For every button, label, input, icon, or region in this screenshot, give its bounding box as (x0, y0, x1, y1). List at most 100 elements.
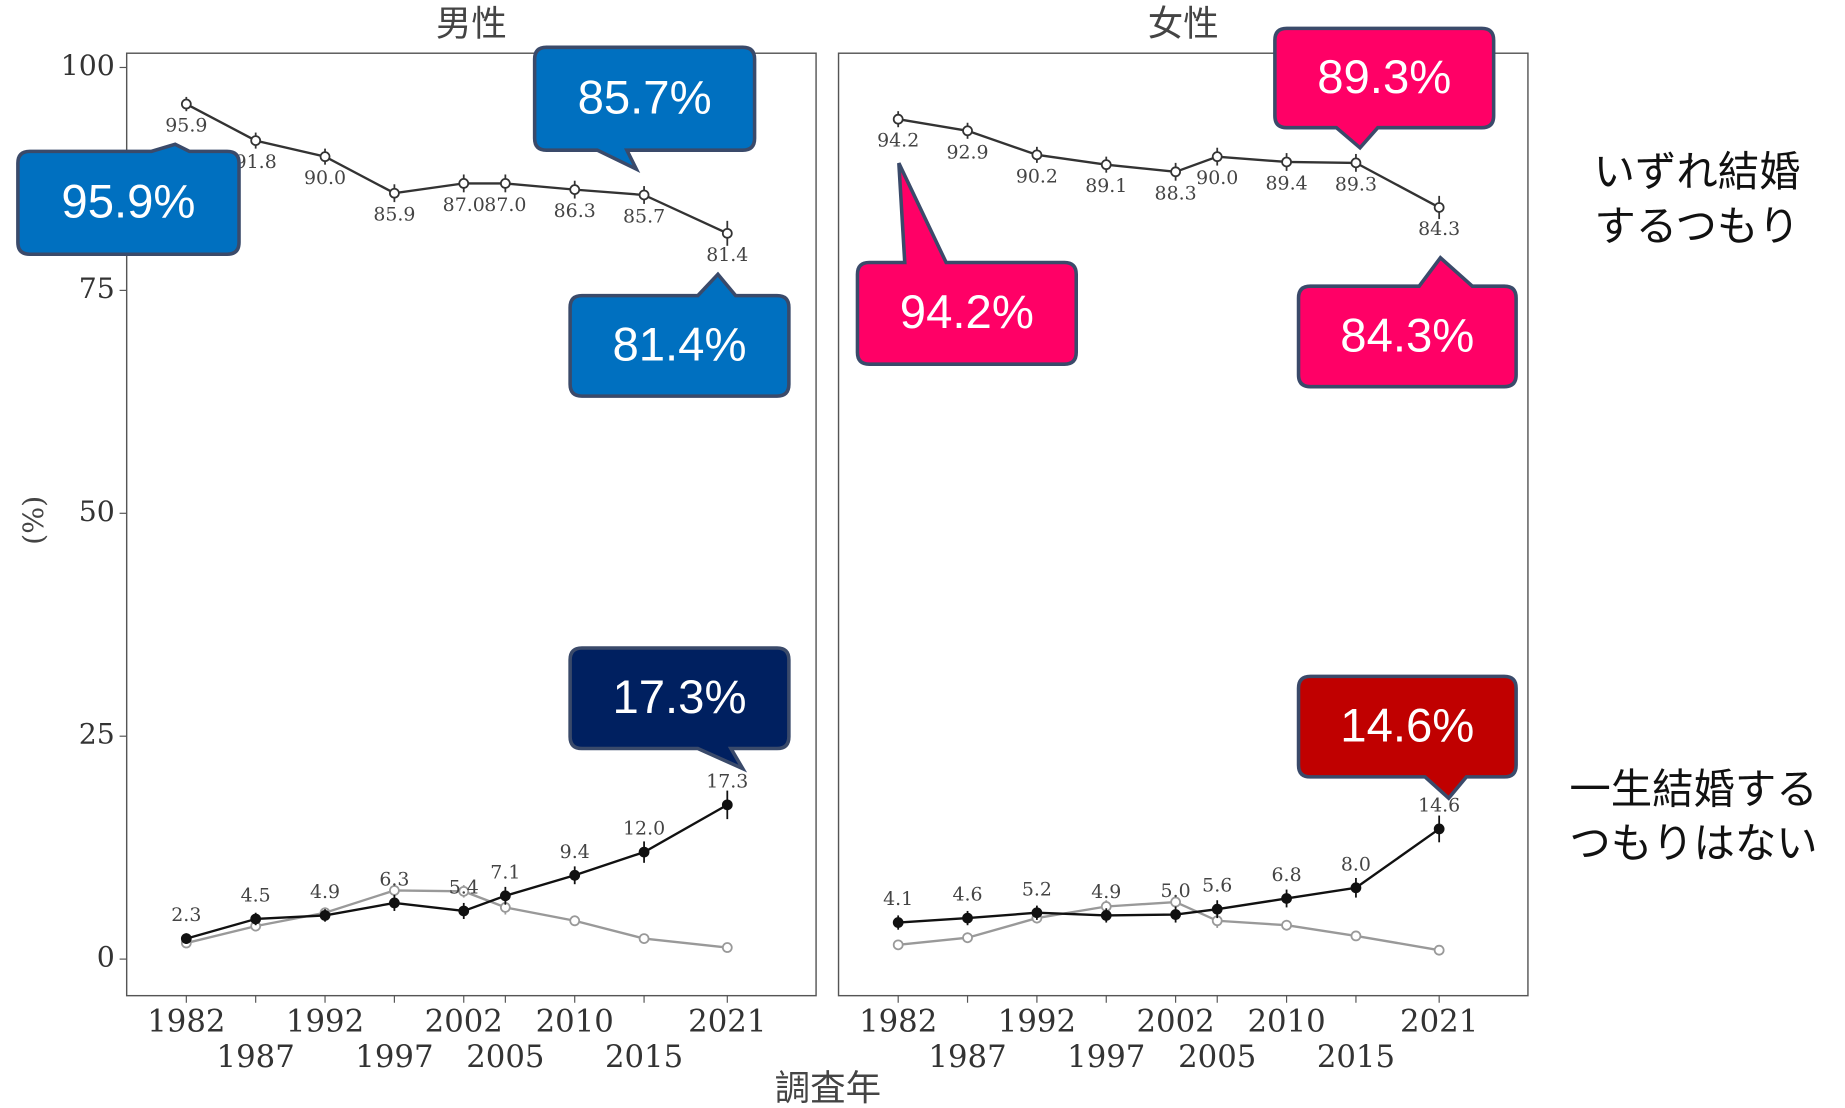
point (638, 189, 650, 201)
data-label: 9.4 (560, 841, 590, 863)
point (180, 98, 192, 110)
data-label: 87.0 (484, 194, 526, 216)
data-label: 6.8 (1272, 864, 1302, 886)
point (1170, 909, 1181, 920)
point (499, 890, 511, 902)
point (962, 932, 973, 944)
point (1433, 944, 1445, 956)
point (892, 939, 904, 951)
point (1211, 903, 1223, 915)
data-label: 14.6 (1418, 794, 1460, 816)
x-axis-label: 調査年 (775, 1068, 881, 1108)
point (721, 799, 733, 811)
x-tick-label: 1982 (859, 1003, 937, 1039)
callout-label: 95.9% (61, 176, 195, 229)
x-tick-label: 1987 (928, 1039, 1006, 1075)
callout-label: 85.7% (578, 72, 712, 125)
data-label: 5.0 (1161, 880, 1191, 902)
data-label: 12.0 (623, 818, 665, 840)
series-line (898, 827, 1440, 924)
y-tick-label: 100 (61, 49, 115, 82)
callout-box (855, 162, 1078, 366)
callout-box (568, 646, 791, 773)
data-label: 91.8 (235, 151, 277, 173)
data-label: 2.3 (171, 904, 201, 926)
x-tick-label: 1992 (286, 1003, 364, 1039)
data-label: 87.0 (443, 194, 485, 216)
series-label: つもりはない (1569, 820, 1817, 868)
x-tick-label: 2002 (1137, 1003, 1215, 1039)
point (1281, 893, 1292, 904)
callout-box (532, 45, 757, 173)
callout-label: 84.3% (1340, 309, 1474, 362)
point (962, 912, 973, 924)
point (250, 913, 262, 925)
panel-title: 女性 (1148, 4, 1219, 45)
data-label: 4.5 (241, 885, 271, 907)
point (319, 910, 331, 921)
callout-box (1296, 674, 1518, 801)
x-tick-label: 2015 (1317, 1039, 1395, 1075)
data-label: 4.6 (953, 884, 983, 906)
series-line (898, 900, 1440, 952)
data-label: 94.2 (877, 130, 919, 152)
x-tick-label: 2010 (536, 1003, 614, 1039)
point (1031, 149, 1043, 161)
data-label: 5.4 (449, 876, 479, 898)
data-label: 5.6 (1202, 875, 1232, 897)
data-label: 17.3 (706, 770, 748, 792)
point (1433, 202, 1445, 213)
plot-frame (837, 52, 1529, 997)
callout-box (568, 271, 791, 398)
point (1350, 157, 1362, 169)
point (389, 187, 400, 199)
y-tick-label: 25 (79, 718, 115, 751)
point (1031, 907, 1043, 919)
data-label: 6.3 (379, 868, 409, 890)
callout-box (1273, 26, 1496, 151)
x-tick-label: 1982 (147, 1003, 225, 1039)
point (499, 178, 511, 189)
point (180, 933, 192, 944)
callout-label: 17.3% (612, 671, 746, 724)
x-tick-label: 2021 (1400, 1003, 1478, 1039)
y-tick-label: 75 (79, 272, 115, 305)
point (962, 125, 973, 137)
point (458, 885, 470, 897)
data-label: 95.9 (165, 115, 207, 137)
data-label: 88.3 (1155, 182, 1197, 204)
x-tick-label: 2002 (425, 1003, 503, 1039)
callout-label: 89.3% (1317, 51, 1451, 104)
point (638, 846, 650, 858)
point (389, 897, 400, 909)
x-tick-label: 2021 (688, 1003, 766, 1039)
data-label: 5.2 (1022, 878, 1052, 900)
point (721, 227, 733, 239)
point (892, 113, 904, 125)
point (721, 942, 733, 953)
point (892, 917, 904, 928)
data-label: 90.0 (1196, 167, 1238, 189)
callout-box (16, 142, 241, 257)
point (1170, 166, 1181, 178)
point (569, 915, 581, 927)
callout-label: 81.4% (612, 319, 746, 372)
point (638, 933, 650, 944)
x-tick-label: 2010 (1247, 1003, 1325, 1039)
point (1100, 910, 1112, 921)
data-label: 84.3 (1418, 218, 1460, 240)
data-label: 7.1 (490, 861, 520, 883)
data-label: 92.9 (946, 141, 988, 163)
series-label: するつもり (1594, 202, 1799, 250)
point (458, 905, 470, 917)
data-label: 85.7 (623, 205, 665, 227)
data-label: 90.2 (1016, 165, 1058, 187)
point (1350, 882, 1362, 894)
data-label: 4.9 (310, 881, 340, 903)
point (1433, 823, 1445, 835)
data-label: 86.3 (554, 200, 596, 222)
data-label: 8.0 (1341, 853, 1371, 875)
panel-title: 男性 (436, 4, 507, 45)
